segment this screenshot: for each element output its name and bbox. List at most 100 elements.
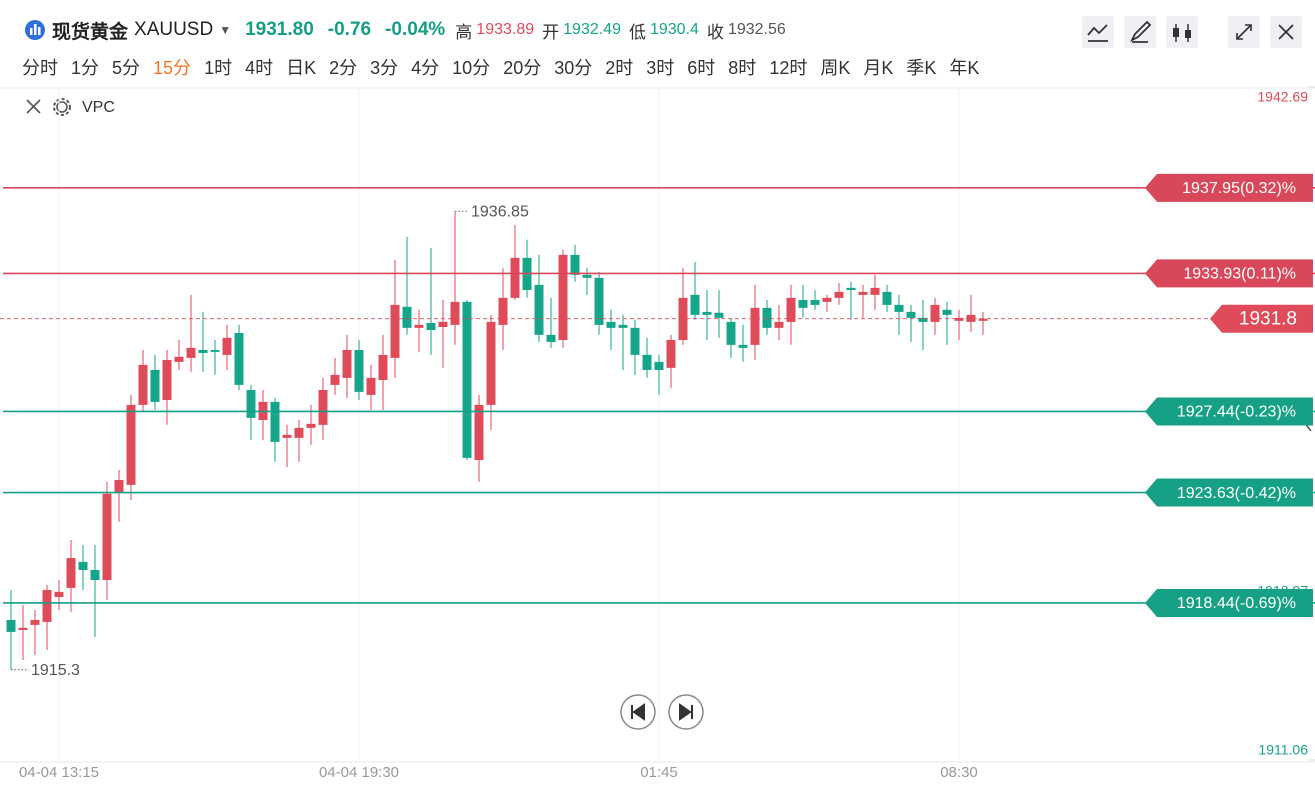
x-tick-label: 08:30 (940, 764, 978, 781)
candle-body (30, 619, 40, 625)
candle-body (774, 321, 784, 328)
timeframe-button[interactable]: 年K (949, 58, 980, 78)
price: 1931.80 (245, 19, 314, 40)
candle-body (498, 297, 508, 325)
instrument-name: 现货黄金 (52, 21, 129, 43)
settings-icon[interactable] (56, 101, 68, 113)
quote-row: 现货黄金 XAUUSD ▼ 1931.80 -0.76 -0.04% 高 1933… (24, 16, 786, 44)
candle-body (78, 561, 88, 570)
price-level-box (1145, 478, 1313, 507)
candle-body (414, 324, 424, 328)
tool-button[interactable] (1166, 16, 1198, 48)
candle-body (582, 274, 592, 278)
symbol-dropdown[interactable]: ▼ (219, 23, 232, 37)
stat-label: 低 (628, 22, 646, 42)
timeframe-button[interactable]: 4时 (245, 58, 274, 78)
candle-body (6, 619, 16, 632)
candle-body (738, 344, 748, 348)
candle-body (222, 337, 232, 355)
x-tick-label: 04-04 19:30 (319, 764, 399, 781)
candle-body (870, 287, 880, 295)
timeframe-button[interactable]: 月K (863, 58, 894, 78)
tool-button[interactable] (1124, 16, 1156, 48)
timeframe-button[interactable]: 2分 (329, 58, 358, 78)
candle-body (510, 257, 520, 298)
price-level-label: 1937.95(0.32)% (1182, 180, 1296, 197)
candle-body (726, 321, 736, 345)
stat-value: 1933.89 (476, 21, 535, 38)
candle-body (294, 427, 304, 438)
candle-body (438, 321, 448, 328)
candle-body (762, 307, 772, 328)
timeframe-button[interactable]: 季K (906, 58, 937, 78)
candle-body (66, 558, 76, 588)
timeframe-button[interactable]: 15分 (153, 58, 192, 78)
candle-body (618, 324, 628, 328)
candle-body (234, 332, 244, 385)
candle-body (198, 349, 208, 353)
settings-icon-teeth (53, 98, 71, 116)
candle-body (150, 369, 160, 402)
candle-body (306, 423, 316, 428)
timeframe-button[interactable]: 周K (820, 58, 851, 78)
header: 现货黄金 XAUUSD ▼ 1931.80 -0.76 -0.04% 高 1933… (0, 0, 1315, 88)
indicator-name: VPC (82, 99, 115, 116)
candle-body (186, 347, 196, 358)
timeframe-button[interactable]: 3分 (370, 58, 399, 78)
timeframe-button[interactable]: 10分 (452, 58, 491, 78)
candle-body (546, 334, 556, 342)
high-label: 1936.85 (471, 203, 529, 220)
candle-body (930, 304, 940, 322)
last-price-box (1210, 304, 1313, 333)
candle-body (906, 311, 916, 318)
candle-body (558, 254, 568, 340)
low-label: 1915.3 (31, 662, 80, 679)
timeframe-button[interactable]: 1时 (204, 58, 233, 78)
price-level-box (1145, 397, 1313, 426)
timeframe-button[interactable]: 3时 (646, 58, 675, 78)
toolbar (1082, 16, 1302, 48)
candle-body (834, 291, 844, 298)
timeframe-button[interactable]: 2时 (605, 58, 634, 78)
close-icon[interactable] (26, 99, 41, 114)
stat-value: 1932.56 (727, 21, 786, 38)
candle-body (918, 317, 928, 322)
timeframe-button[interactable]: 5分 (112, 58, 141, 78)
timeframe-button[interactable]: 8时 (728, 58, 757, 78)
candle-body (858, 291, 868, 295)
candle-body (642, 354, 652, 370)
candle-body (246, 389, 256, 418)
timeframe-button[interactable]: 6时 (687, 58, 716, 78)
price-level-box (1145, 259, 1313, 288)
timeframe-button[interactable]: 分时 (22, 58, 58, 78)
timeframe-button[interactable]: 30分 (554, 58, 593, 78)
candle-body (570, 254, 580, 275)
candle-body (210, 349, 220, 352)
candle-body (846, 287, 856, 290)
timeframe-button[interactable]: 1分 (71, 58, 100, 78)
timeframe-button[interactable]: 日K (286, 58, 317, 78)
timeframe-button[interactable]: 4分 (411, 58, 440, 78)
candle-body (894, 304, 904, 312)
last-price-label: 1931.8 (1239, 309, 1297, 330)
candle-body (102, 493, 112, 580)
price-level-label: 1933.93(0.11)% (1183, 266, 1296, 283)
stat-label: 收 (706, 22, 724, 42)
candle-body (966, 314, 976, 322)
candle-body (378, 354, 388, 380)
candle-body (90, 569, 100, 580)
candle-body (462, 301, 472, 458)
playback-controls[interactable] (620, 694, 704, 730)
timeframe-button[interactable]: 12时 (769, 58, 808, 78)
candle-body (174, 356, 184, 362)
next-icon (679, 703, 693, 721)
y-tick-label: 1942.69 (1257, 89, 1308, 105)
timeframe-button[interactable]: 20分 (503, 58, 542, 78)
candle-body (390, 304, 400, 358)
candle-body (702, 311, 712, 315)
candle-body (822, 297, 832, 302)
symbol[interactable]: XAUUSD (134, 19, 214, 40)
indicator-controls[interactable]: VPC (26, 98, 115, 116)
